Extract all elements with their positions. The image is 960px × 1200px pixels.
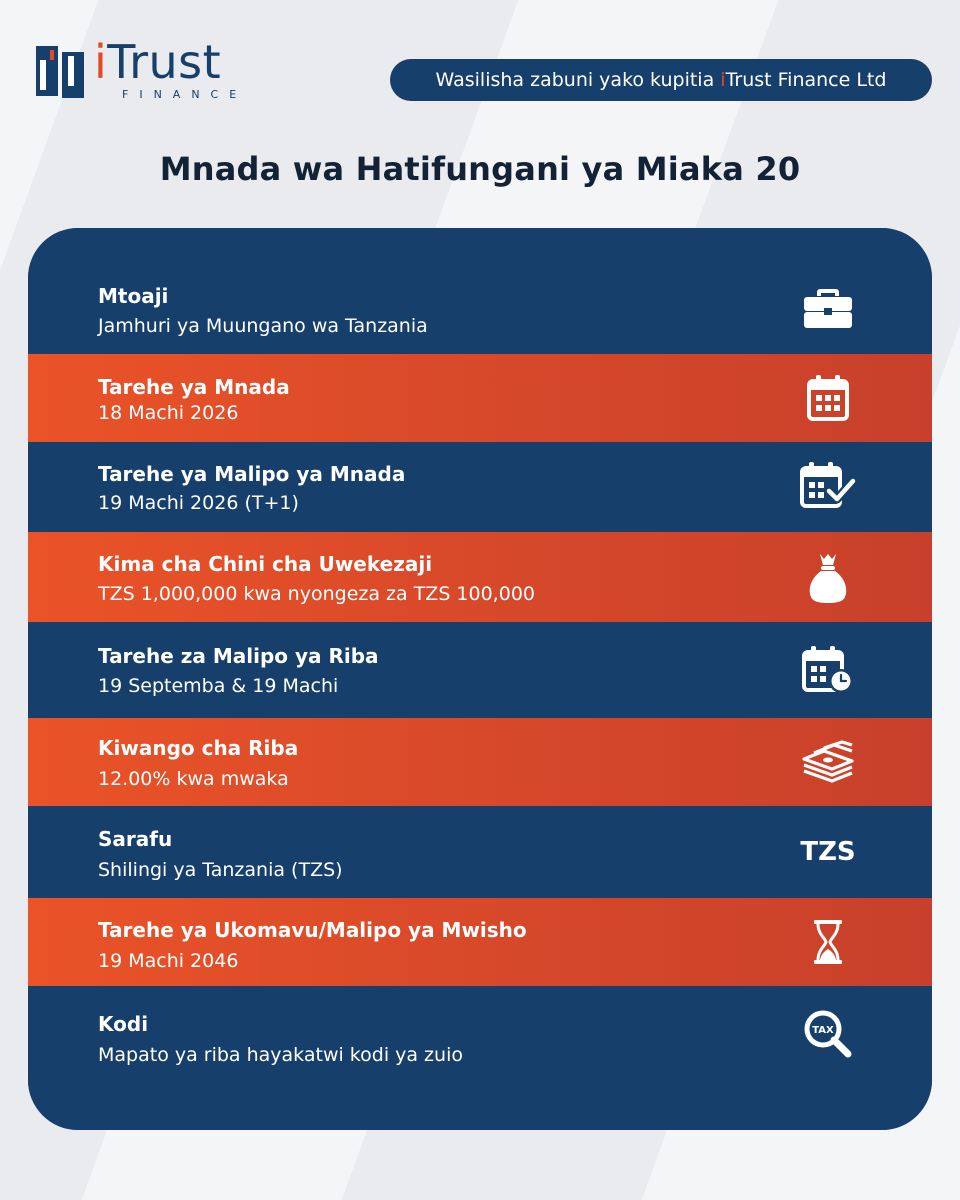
row-value: 19 Machi 2026 (T+1) [98, 492, 299, 514]
tax-label: TAX [812, 1025, 834, 1036]
money-bag-icon [798, 550, 858, 606]
logo-mark-icon [36, 46, 84, 98]
hourglass-icon [798, 914, 858, 970]
itrust-logo: iTrust FINANCE [36, 35, 256, 104]
cash-stack-icon [798, 734, 858, 790]
row-auction-date: Tarehe ya Mnada 18 Machi 2026 [28, 354, 932, 442]
tax-search-icon: TAX [798, 1006, 858, 1062]
row-value: TZS 1,000,000 kwa nyongeza za TZS 100,00… [98, 583, 535, 605]
row-issuer: Mtoaji Jamhuri ya Muungano wa Tanzania [28, 228, 932, 354]
row-label: Tarehe za Malipo ya Riba [98, 644, 379, 668]
row-label: Mtoaji [98, 284, 169, 308]
brand-subtitle: FINANCE [122, 88, 248, 101]
row-value: 12.00% kwa mwaka [98, 768, 289, 790]
row-tax: Kodi Mapato ya riba hayakatwi kodi ya zu… [28, 986, 932, 1130]
row-value: Shilingi ya Tanzania (TZS) [98, 859, 343, 881]
row-label: Tarehe ya Malipo ya Mnada [98, 462, 406, 486]
currency-text-icon: TZS [800, 837, 856, 867]
briefcase-icon [798, 278, 858, 334]
row-maturity-date: Tarehe ya Ukomavu/Malipo ya Mwisho 19 Ma… [28, 898, 932, 986]
row-value: 19 Septemba & 19 Machi [98, 675, 339, 697]
row-value: 19 Machi 2046 [98, 950, 239, 972]
brand-name: iTrust [94, 35, 222, 89]
row-value: Mapato ya riba hayakatwi kodi ya zuio [98, 1044, 463, 1066]
calendar-check-icon [798, 458, 858, 514]
row-value: Jamhuri ya Muungano wa Tanzania [98, 315, 428, 337]
row-label: Kiwango cha Riba [98, 736, 299, 760]
row-label: Kodi [98, 1012, 149, 1036]
header-pill: Wasilisha zabuni yako kupitia iTrust Fin… [390, 59, 932, 101]
calendar-icon [798, 370, 858, 426]
page-title: Mnada wa Hatifungani ya Miaka 20 [159, 150, 801, 188]
row-currency: Sarafu Shilingi ya Tanzania (TZS) TZS [28, 806, 932, 898]
row-interest-rate: Kiwango cha Riba 12.00% kwa mwaka [28, 718, 932, 806]
row-coupon-dates: Tarehe za Malipo ya Riba 19 Septemba & 1… [28, 622, 932, 718]
row-label: Sarafu [98, 827, 173, 851]
row-min-investment: Kima cha Chini cha Uwekezaji TZS 1,000,0… [28, 532, 932, 622]
details-card: Mtoaji Jamhuri ya Muungano wa Tanzania T… [28, 228, 932, 1130]
row-value: 18 Machi 2026 [98, 402, 239, 424]
row-label: Tarehe ya Ukomavu/Malipo ya Mwisho [98, 918, 527, 942]
row-label: Tarehe ya Mnada [98, 375, 290, 399]
calendar-clock-icon [798, 642, 858, 698]
row-settlement-date: Tarehe ya Malipo ya Mnada 19 Machi 2026 … [28, 442, 932, 532]
row-label: Kima cha Chini cha Uwekezaji [98, 552, 433, 576]
